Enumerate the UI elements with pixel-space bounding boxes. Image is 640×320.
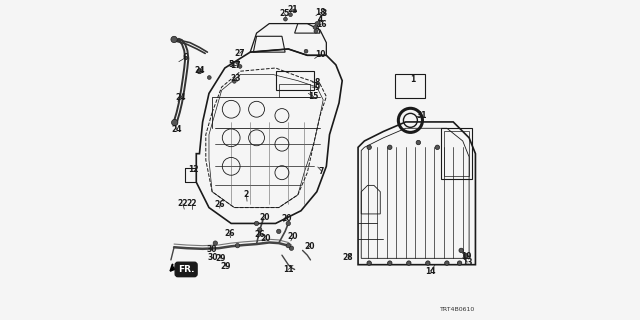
Circle shape [172, 119, 178, 126]
Text: 24: 24 [194, 66, 205, 75]
Circle shape [276, 229, 281, 234]
Bar [276, 71, 314, 90]
Text: 31: 31 [416, 111, 427, 120]
Text: 1: 1 [410, 75, 415, 84]
Circle shape [388, 145, 392, 149]
Circle shape [236, 244, 240, 248]
Circle shape [388, 261, 392, 265]
Text: 26: 26 [215, 200, 225, 209]
Circle shape [257, 228, 262, 232]
Text: 18: 18 [316, 8, 326, 17]
Text: 14: 14 [425, 267, 436, 276]
Bar [394, 74, 425, 98]
Text: 24: 24 [175, 93, 186, 102]
Circle shape [406, 261, 411, 265]
Circle shape [315, 22, 319, 26]
Text: 5: 5 [228, 60, 234, 69]
Circle shape [254, 221, 259, 226]
Text: FR.: FR. [178, 265, 195, 274]
Text: 26: 26 [255, 230, 265, 239]
Text: 4: 4 [317, 15, 323, 24]
Circle shape [238, 65, 242, 68]
Circle shape [367, 261, 371, 265]
Circle shape [416, 140, 420, 145]
Circle shape [284, 17, 287, 21]
Text: 19: 19 [461, 252, 471, 261]
Circle shape [426, 261, 430, 265]
Text: 17: 17 [230, 61, 241, 70]
Text: 7: 7 [319, 167, 324, 176]
Circle shape [286, 221, 291, 226]
Text: 13: 13 [462, 258, 473, 267]
Text: 29: 29 [221, 262, 231, 271]
Text: 23: 23 [230, 74, 241, 83]
Text: 27: 27 [234, 49, 245, 58]
Text: 21: 21 [287, 4, 298, 13]
Text: 29: 29 [216, 254, 226, 263]
Text: 30: 30 [207, 253, 218, 262]
Bar [440, 128, 472, 179]
Text: 11: 11 [283, 265, 294, 274]
Text: 6: 6 [182, 53, 188, 62]
Text: 30: 30 [206, 245, 217, 254]
Circle shape [464, 253, 468, 258]
Text: 25: 25 [279, 9, 290, 18]
Text: 15: 15 [308, 92, 319, 101]
Circle shape [292, 9, 296, 13]
Text: 20: 20 [260, 234, 271, 243]
Text: 26: 26 [225, 229, 235, 238]
Text: 16: 16 [316, 20, 326, 29]
Text: 20: 20 [282, 214, 292, 223]
Circle shape [289, 246, 294, 251]
Circle shape [458, 261, 462, 265]
Text: 22: 22 [186, 199, 196, 208]
Text: 2: 2 [244, 190, 249, 199]
Circle shape [213, 241, 218, 245]
Text: 22: 22 [178, 199, 188, 208]
Text: 12: 12 [188, 165, 198, 174]
Circle shape [459, 248, 463, 252]
Circle shape [289, 13, 292, 17]
Text: 28: 28 [342, 253, 353, 262]
Text: 3: 3 [321, 9, 326, 18]
Text: 24: 24 [172, 125, 182, 134]
Circle shape [313, 26, 317, 29]
Circle shape [197, 69, 202, 74]
Bar [444, 132, 469, 176]
Circle shape [304, 49, 308, 53]
Circle shape [236, 60, 239, 64]
Text: 9: 9 [314, 83, 319, 92]
Circle shape [207, 76, 211, 79]
Circle shape [286, 244, 291, 248]
Circle shape [445, 261, 449, 265]
Text: 10: 10 [315, 50, 325, 59]
Circle shape [435, 145, 440, 149]
Text: 20: 20 [259, 213, 269, 222]
Text: TRT4B0610: TRT4B0610 [440, 307, 476, 312]
Circle shape [367, 145, 371, 149]
Text: 20: 20 [288, 232, 298, 241]
Circle shape [171, 36, 177, 43]
Circle shape [232, 79, 236, 83]
Bar [279, 84, 310, 97]
Text: 8: 8 [314, 78, 319, 87]
Text: 20: 20 [305, 242, 315, 251]
Circle shape [314, 29, 318, 33]
